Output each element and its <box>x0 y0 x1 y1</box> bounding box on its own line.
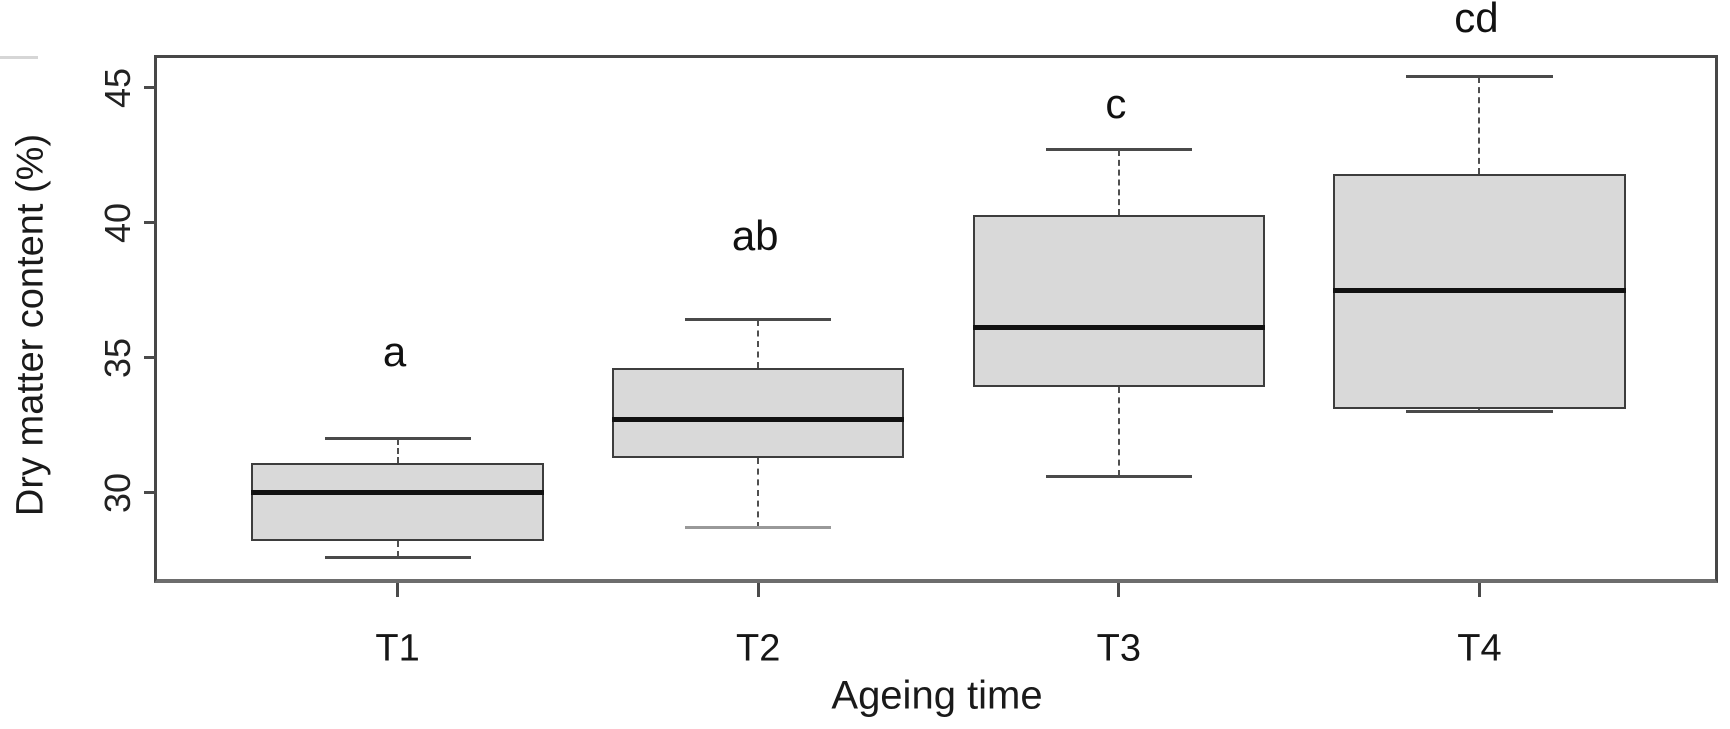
upper-whisker <box>1117 149 1120 215</box>
scan-artifact-line <box>0 56 38 59</box>
lower-whisker-cap <box>1045 474 1192 478</box>
upper-whisker-cap <box>685 318 832 322</box>
x-tick-label: T3 <box>1096 627 1142 670</box>
significance-label: ab <box>731 212 779 260</box>
significance-label: a <box>382 328 407 376</box>
median-line <box>972 325 1265 331</box>
y-tick-label: 30 <box>97 472 138 513</box>
y-tick-mark <box>144 356 157 360</box>
lower-whisker-cap <box>685 526 832 530</box>
y-tick-label: 45 <box>97 67 138 108</box>
x-tick-mark <box>1477 583 1481 597</box>
lower-whisker-cap <box>1406 410 1553 414</box>
x-tick-label: T2 <box>736 627 781 670</box>
median-line <box>251 490 544 496</box>
significance-label: cd <box>1454 0 1499 41</box>
upper-whisker-cap <box>1045 148 1192 152</box>
lower-whisker <box>1117 387 1120 477</box>
upper-whisker <box>1478 76 1481 175</box>
y-tick-mark <box>144 221 157 225</box>
box-iqr <box>972 214 1265 388</box>
upper-whisker <box>757 319 760 369</box>
x-tick-mark <box>1117 583 1121 597</box>
y-tick-mark <box>144 86 157 90</box>
upper-whisker-cap <box>324 437 471 441</box>
x-axis-title: Ageing time <box>831 673 1043 718</box>
box-iqr <box>251 462 544 542</box>
median-line <box>612 417 905 423</box>
x-tick-label: T1 <box>375 627 420 670</box>
significance-label: c <box>1105 79 1127 127</box>
box-iqr <box>612 368 905 458</box>
x-tick-label: T4 <box>1457 627 1502 670</box>
x-tick-mark <box>396 583 400 597</box>
y-tick-label: 40 <box>97 202 138 243</box>
y-axis-title: Dry matter content (%) <box>9 133 52 517</box>
upper-whisker <box>396 438 399 463</box>
y-tick-mark <box>144 491 157 495</box>
lower-whisker <box>757 457 760 528</box>
x-tick-mark <box>756 583 760 597</box>
lower-whisker <box>396 541 399 558</box>
lower-whisker-cap <box>324 555 471 559</box>
upper-whisker-cap <box>1406 75 1553 79</box>
median-line <box>1333 287 1626 293</box>
y-tick-label: 35 <box>97 337 138 378</box>
